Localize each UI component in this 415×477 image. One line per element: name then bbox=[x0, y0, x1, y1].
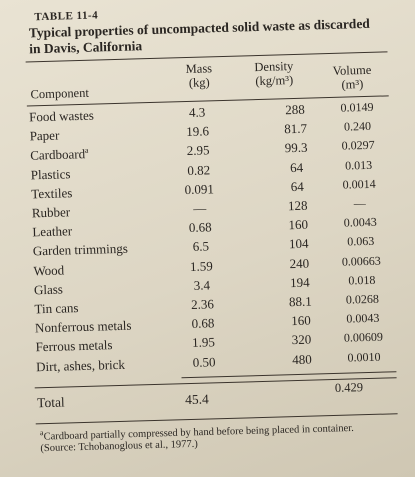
table-sheet: TABLE 11-4 Typical properties of uncompa… bbox=[6, 0, 415, 474]
mass-cell: 6.5 bbox=[192, 238, 210, 255]
table-label: TABLE 11-4 bbox=[34, 9, 99, 24]
volume-cell: 0.240 bbox=[343, 119, 372, 134]
density-header: Density (kg/m³) bbox=[242, 59, 307, 89]
footnote-text: Cardboard partially compressed by hand b… bbox=[43, 422, 354, 443]
component-cell: Food wastes bbox=[28, 107, 94, 125]
footnote-mark: a bbox=[84, 146, 89, 156]
component-text: Cardboard bbox=[30, 146, 86, 164]
density-cell: 104 bbox=[288, 236, 309, 252]
total-label: Total bbox=[36, 394, 65, 411]
density-cell: 320 bbox=[291, 332, 312, 348]
component-cell: Ferrous metals bbox=[35, 337, 113, 355]
volume-cell: 0.018 bbox=[348, 272, 376, 288]
volume-cell: 0.0268 bbox=[345, 291, 380, 307]
total-mass: 45.4 bbox=[184, 391, 209, 408]
density-cell: 480 bbox=[292, 351, 312, 367]
volume-cell: — bbox=[353, 196, 366, 211]
component-cell: Tin cans bbox=[34, 300, 79, 317]
component-cell: Cardboarda bbox=[30, 146, 89, 164]
density-cell: 288 bbox=[285, 101, 306, 118]
volume-header: Volume (m³) bbox=[321, 63, 384, 93]
density-cell: 81.7 bbox=[284, 120, 308, 137]
volume-cell: 0.013 bbox=[344, 157, 373, 173]
mass-cell: 0.68 bbox=[188, 219, 212, 236]
volume-cell: 0.00663 bbox=[341, 253, 381, 269]
component-cell: Dirt, ashes, brick bbox=[35, 356, 126, 374]
volume-cell: 0.0297 bbox=[341, 138, 375, 154]
volume-cell: 0.063 bbox=[347, 234, 375, 249]
component-cell: Leather bbox=[32, 223, 73, 240]
density-cell: 88.1 bbox=[288, 293, 312, 310]
density-cell: 160 bbox=[290, 312, 311, 329]
mass-cell: 0.82 bbox=[187, 161, 211, 178]
total-volume: 0.429 bbox=[334, 380, 364, 395]
mass-cell: 2.36 bbox=[190, 296, 215, 312]
volume-cell: 0.0010 bbox=[347, 349, 381, 365]
density-cell: 64 bbox=[290, 178, 304, 194]
component-header: Component bbox=[30, 85, 90, 102]
mass-header-label: Mass bbox=[185, 61, 213, 77]
mass-header: Mass (kg) bbox=[174, 61, 225, 90]
mass-cell: 0.50 bbox=[192, 353, 216, 370]
component-cell: Rubber bbox=[31, 204, 71, 221]
volume-cell: 0.0043 bbox=[343, 214, 377, 230]
density-header-unit: (kg/m³) bbox=[255, 73, 294, 89]
density-cell: 99.3 bbox=[284, 140, 308, 156]
volume-header-unit: (m³) bbox=[341, 77, 364, 92]
density-cell: 128 bbox=[287, 197, 308, 214]
mass-cell: 1.95 bbox=[191, 334, 216, 351]
component-cell: Nonferrous metals bbox=[34, 317, 132, 336]
mass-header-unit: (kg) bbox=[188, 75, 210, 90]
mass-cell: — bbox=[193, 200, 207, 216]
volume-cell: 0.0149 bbox=[340, 99, 374, 115]
mass-cell: 0.091 bbox=[184, 181, 215, 197]
density-cell: 194 bbox=[289, 274, 310, 290]
table-body: Food wastes 4.3 288 0.0149 Paper 19.6 81.7 0.24… bbox=[6, 0, 406, 374]
density-cell: 240 bbox=[289, 255, 310, 271]
component-cell: Paper bbox=[29, 127, 60, 144]
component-cell: Plastics bbox=[30, 165, 71, 182]
mass-cell: 3.4 bbox=[193, 277, 211, 293]
volume-cell: 0.00609 bbox=[343, 329, 384, 346]
mass-cell: 0.68 bbox=[191, 315, 215, 332]
component-cell: Glass bbox=[33, 281, 64, 298]
density-cell: 64 bbox=[289, 159, 304, 175]
component-cell: Textiles bbox=[31, 185, 73, 202]
component-cell: Wood bbox=[33, 262, 65, 278]
mass-cell: 2.95 bbox=[186, 142, 210, 159]
volume-cell: 0.0014 bbox=[342, 176, 376, 192]
density-cell: 160 bbox=[288, 216, 309, 233]
mass-cell: 4.3 bbox=[188, 104, 206, 120]
table-title-line2: in Davis, California bbox=[29, 38, 143, 57]
mass-cell: 19.6 bbox=[186, 123, 210, 140]
volume-cell: 0.0043 bbox=[346, 310, 380, 326]
mass-cell: 1.59 bbox=[189, 257, 213, 274]
component-cell: Garden trimmings bbox=[32, 241, 129, 259]
